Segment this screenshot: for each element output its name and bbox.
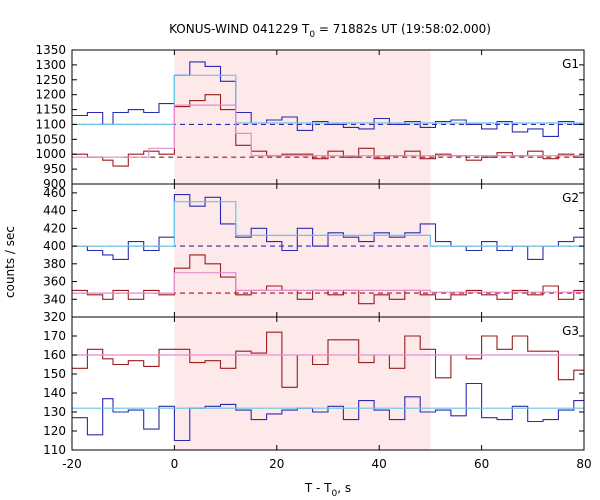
x-tick-label: 20 <box>269 457 284 471</box>
step-series-light_blue <box>72 74 584 125</box>
chart-title-main: KONUS-WIND 041229 T <box>169 22 310 36</box>
y-tick-label: 340 <box>43 292 66 306</box>
y-tick-label: 130 <box>43 405 66 419</box>
x-axis-title-rest: , s <box>337 481 351 495</box>
y-tick-label: 1150 <box>35 103 66 117</box>
x-axis-title: T - T0, s <box>304 481 351 499</box>
y-tick-label: 110 <box>43 443 66 457</box>
panel-g2: 320 340 360 380 400 420 440 460 G2 <box>43 183 585 324</box>
x-axis-title-main: T - T <box>304 481 332 495</box>
shaded-interval <box>174 50 431 184</box>
y-tick-label: 400 <box>43 239 66 253</box>
x-tick-label: 60 <box>474 457 489 471</box>
plot-area: 90095010001050110011501200125013001350G1… <box>35 43 591 471</box>
x-axis-title-subscript: 0 <box>332 489 338 499</box>
y-tick-label: 950 <box>43 162 66 176</box>
y-tick-label: 1000 <box>35 147 66 161</box>
y-tick-label: 420 <box>43 221 66 235</box>
x-tick-label: 40 <box>372 457 387 471</box>
shaded-interval <box>174 317 431 450</box>
y-tick-label: 900 <box>43 177 66 191</box>
y-tick-label: 460 <box>43 186 66 200</box>
y-tick-label: 360 <box>43 275 66 289</box>
step-series-pink <box>72 104 584 158</box>
chart-title-rest: = 71882s UT (19:58:02.000) <box>315 22 491 36</box>
y-tick-label: 440 <box>43 204 66 218</box>
shaded-interval <box>174 184 431 317</box>
y-tick-label: 1100 <box>35 117 66 131</box>
step-series-red <box>72 331 584 388</box>
step-series-blue <box>72 194 584 260</box>
y-tick-label: 320 <box>43 310 66 324</box>
panel-g3: 110 120 130 140 150 160 170 G3 <box>43 316 585 457</box>
y-tick-label: 120 <box>43 424 66 438</box>
y-tick-label: 160 <box>43 348 66 362</box>
y-tick-label: 1250 <box>35 73 66 87</box>
panel-frame <box>71 316 585 451</box>
y-tick-label: 1300 <box>35 58 66 72</box>
x-tick-label: 80 <box>576 457 591 471</box>
chart-title: KONUS-WIND 041229 T0 = 71882s UT (19:58:… <box>169 22 491 40</box>
step-series-light_blue <box>72 201 584 247</box>
panel-label-g2: G2 <box>562 191 579 205</box>
y-tick-label: 1350 <box>35 43 66 57</box>
y-axis-title: counts / sec <box>3 226 17 298</box>
y-tick-label: 1200 <box>35 88 66 102</box>
step-series-red <box>72 94 584 167</box>
panel-label-g1: G1 <box>562 57 579 71</box>
x-tick-label: 0 <box>171 457 179 471</box>
step-series-red <box>72 254 584 305</box>
y-tick-label: 1050 <box>35 132 66 146</box>
y-tick-label: 140 <box>43 386 66 400</box>
x-tick-label: -20 <box>62 457 82 471</box>
panel-label-g3: G3 <box>562 324 579 338</box>
chart-title-subscript: 0 <box>309 30 315 40</box>
step-series-pink <box>72 272 584 294</box>
y-tick-label: 170 <box>43 329 66 343</box>
y-tick-label: 150 <box>43 367 66 381</box>
y-tick-label: 380 <box>43 257 66 271</box>
step-series-blue <box>72 382 584 442</box>
